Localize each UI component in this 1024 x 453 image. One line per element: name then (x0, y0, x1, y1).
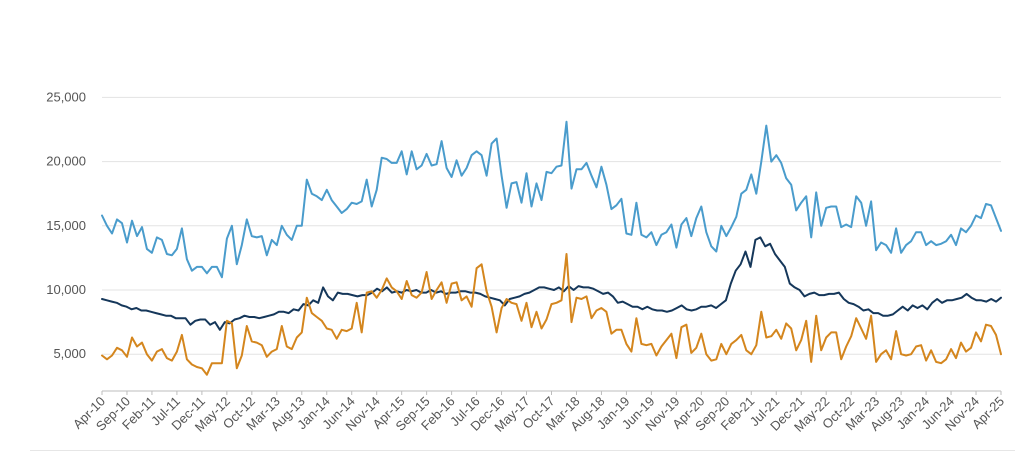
series-line-1 (101, 120, 1002, 279)
y-tick-label: 15,000 (46, 218, 86, 233)
series-line-2 (101, 236, 1002, 331)
grid-lines (102, 96, 1001, 355)
y-axis: 5,000 10,000 15,000 20,000 25,000 (46, 89, 86, 361)
y-tick-label: 20,000 (46, 154, 86, 169)
y-tick-label: 5,000 (53, 346, 86, 361)
bottom-divider (30, 450, 1015, 451)
y-tick-label: 25,000 (46, 89, 86, 104)
series-group (101, 120, 1002, 376)
y-tick-label: 10,000 (46, 282, 86, 297)
series-line-3 (101, 253, 1002, 376)
x-axis: Apr-10Sep-10Feb-11Jul-11Dec-11May-12Oct-… (70, 390, 1007, 435)
